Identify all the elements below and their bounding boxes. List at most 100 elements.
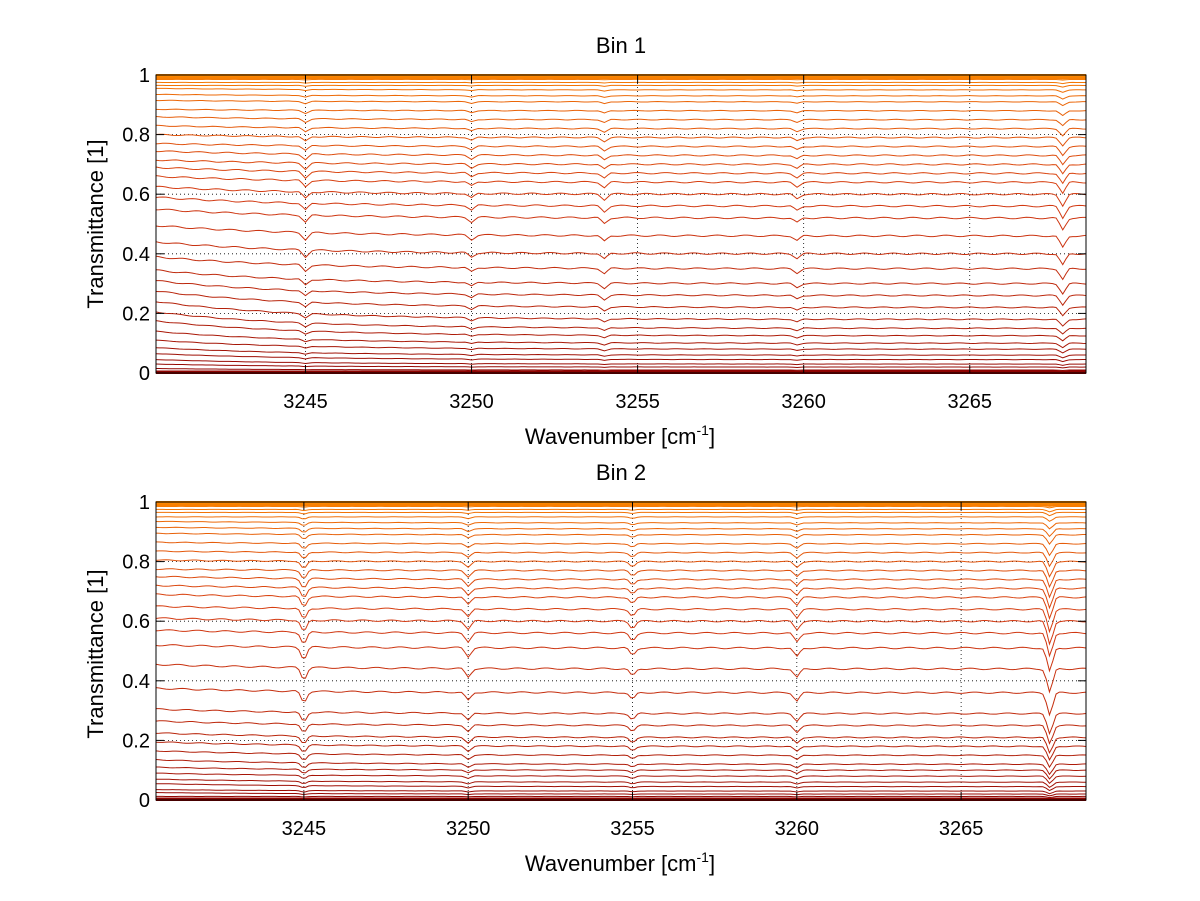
series-line [155,175,1087,195]
x-tick-label: 3250 [446,818,491,840]
series-line [155,225,1087,249]
axis-ticks [156,501,1086,801]
series-line [155,508,1087,513]
series-line [155,150,1087,166]
series-line [155,503,1087,507]
series-line [155,196,1087,220]
x-tick-label: 3260 [781,391,826,413]
series-line [155,269,1087,295]
series-line [155,208,1087,231]
series-line [155,124,1087,137]
series-line [155,541,1087,557]
series-line [155,78,1087,81]
series-line [155,280,1087,307]
series-line [155,311,1087,335]
series-line [155,99,1087,107]
x-tick-label: 3255 [615,391,660,413]
series-line [155,575,1087,599]
axis-ticks [156,74,1086,374]
x-axis-label: Wavenumber [cm-1] [525,849,715,876]
series-line [155,663,1087,694]
series-line [155,347,1087,359]
subplot-title: Bin 2 [596,460,646,485]
x-tick-label: 3255 [610,818,655,840]
series-line [155,339,1087,354]
series-line [155,159,1087,175]
x-tick-label: 3260 [775,818,820,840]
series-line [155,368,1087,372]
series-line [155,520,1087,530]
x-tick-labels: 3245 3250 3255 3260 3265 [282,818,984,840]
y-tick-labels: 0 0.2 0.4 0.6 0.8 1 [122,492,150,812]
series-line [155,84,1087,88]
y-tick-label: 0.2 [122,303,150,325]
series-line [155,359,1087,366]
series-line [155,605,1087,634]
x-tick-label: 3265 [939,818,984,840]
series-line [155,108,1087,117]
y-tick-label: 0 [139,363,150,385]
y-tick-label: 0.8 [122,552,150,574]
series-line [155,241,1087,266]
x-tick-label: 3265 [948,391,993,413]
series-line [155,629,1087,658]
series-line [155,644,1087,673]
series-line [155,795,1087,799]
series-line [155,133,1087,147]
x-tick-label: 3245 [282,818,327,840]
y-tick-label: 0 [139,790,150,812]
y-tick-label: 0.4 [122,671,150,693]
subplot-title: Bin 1 [596,33,646,58]
series-line [155,720,1087,745]
y-tick-label: 1 [139,65,150,87]
y-tick-label: 0.6 [122,184,150,206]
series-line [155,783,1087,792]
series-line [155,766,1087,780]
series-line [155,301,1087,327]
y-tick-label: 0.6 [122,611,150,633]
y-tick-label: 1 [139,492,150,514]
series-line [155,708,1087,736]
series-line [155,568,1087,589]
y-tick-labels: 0 0.2 0.4 0.6 0.8 1 [122,65,150,385]
series-line [155,87,1087,93]
series-line [155,687,1087,717]
series-line [155,789,1087,795]
x-axis-label: Wavenumber [cm-1] [525,422,715,449]
y-axis-label: Transmittance [1] [83,139,108,308]
axes-box [155,501,1087,801]
series-line [155,291,1087,317]
x-tick-label: 3250 [449,391,494,413]
series-line [155,93,1087,100]
subplot-bin-2: Bin 2 3245 3250 3255 3260 3265 0 0.2 0.4 0.6 0.8… [83,460,1087,876]
series-line [155,732,1087,755]
series-line [155,142,1087,157]
series-line [155,772,1087,784]
series-line [155,505,1087,509]
series-line [155,353,1087,363]
series-line [155,511,1087,517]
series-line [155,759,1087,776]
series-line [155,750,1087,769]
series-line [155,363,1087,369]
series-line [155,559,1087,578]
y-tick-label: 0.2 [122,730,150,752]
series-line [155,526,1087,538]
series-line [155,185,1087,208]
x-tick-labels: 3245 3250 3255 3260 3265 [283,391,992,413]
series-line [155,255,1087,281]
series-line [155,330,1087,349]
subplot-bin-1: Bin 1 3245 3250 3255 3260 3265 0 0.2 0.4 0.6 0.8… [83,33,1087,449]
series-line [155,778,1087,789]
series-line [155,741,1087,761]
series-line [155,81,1087,85]
x-tick-label: 3245 [283,391,328,413]
series-line [155,115,1087,127]
y-tick-label: 0.8 [122,125,150,147]
series-line [155,166,1087,185]
axes-box [155,74,1087,374]
series-line [155,593,1087,621]
y-axis-label: Transmittance [1] [83,569,108,738]
series-line [155,584,1087,610]
